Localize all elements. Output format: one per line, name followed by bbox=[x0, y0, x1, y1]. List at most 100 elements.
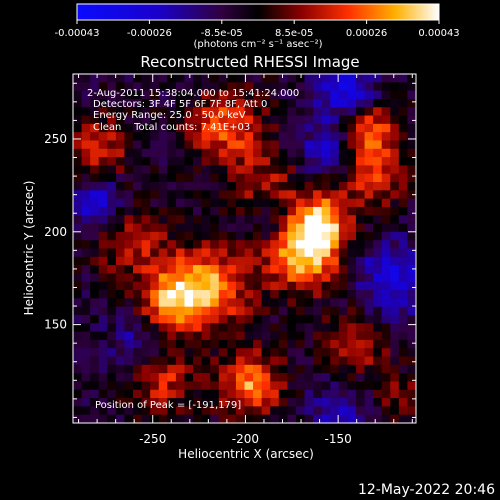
heatmap-cell bbox=[253, 414, 263, 424]
heatmap-cell bbox=[338, 132, 348, 141]
heatmap-cell bbox=[81, 198, 91, 208]
heatmap-cell bbox=[373, 107, 383, 117]
heatmap-cell bbox=[390, 306, 400, 316]
heatmap-cell bbox=[150, 323, 160, 333]
heatmap-cell bbox=[167, 98, 177, 108]
heatmap-cell bbox=[313, 115, 323, 125]
heatmap-cell bbox=[373, 248, 383, 258]
heatmap-cell bbox=[210, 364, 220, 374]
heatmap-cell bbox=[184, 373, 194, 382]
heatmap-cell bbox=[73, 123, 83, 133]
heatmap-cell bbox=[253, 248, 263, 258]
heatmap-cell bbox=[347, 182, 357, 191]
heatmap-cell bbox=[304, 256, 314, 266]
heatmap-cell bbox=[321, 90, 331, 100]
heatmap-cell bbox=[81, 90, 91, 100]
heatmap-cell bbox=[270, 231, 280, 241]
heatmap-cell bbox=[278, 273, 288, 283]
heatmap-cell bbox=[253, 165, 263, 175]
heatmap-cell bbox=[73, 314, 83, 324]
heatmap-cell bbox=[355, 356, 366, 366]
heatmap-cell bbox=[381, 74, 391, 83]
heatmap-cell bbox=[90, 173, 100, 183]
heatmap-cell bbox=[381, 373, 391, 382]
heatmap-cell bbox=[304, 140, 314, 150]
heatmap-cell bbox=[227, 123, 237, 133]
heatmap-cell bbox=[313, 248, 323, 258]
heatmap-cell bbox=[407, 90, 417, 100]
heatmap-cell bbox=[364, 115, 374, 125]
heatmap-cell bbox=[381, 148, 391, 158]
heatmap-cell bbox=[261, 373, 271, 382]
heatmap-cell bbox=[175, 273, 185, 283]
heatmap-cell bbox=[201, 115, 211, 125]
heatmap-cell bbox=[398, 82, 408, 92]
heatmap-cell bbox=[158, 323, 168, 333]
heatmap-cell bbox=[124, 281, 134, 291]
heatmap-cell bbox=[278, 132, 288, 141]
heatmap-cell bbox=[304, 414, 314, 424]
heatmap-cell bbox=[355, 373, 366, 382]
heatmap-cell bbox=[218, 190, 228, 200]
heatmap-cell bbox=[150, 281, 160, 291]
heatmap-cell bbox=[270, 90, 280, 100]
heatmap-cell bbox=[321, 281, 331, 291]
heatmap-cell bbox=[261, 82, 271, 92]
heatmap-cell bbox=[98, 298, 108, 308]
heatmap-cell bbox=[253, 223, 263, 233]
heatmap-cell bbox=[201, 215, 211, 225]
heatmap-cell bbox=[184, 182, 194, 191]
heatmap-cell bbox=[390, 148, 400, 158]
heatmap-cell bbox=[81, 123, 91, 133]
heatmap-cell bbox=[158, 82, 168, 92]
heatmap-cell bbox=[218, 364, 228, 374]
heatmap-cell bbox=[158, 331, 168, 341]
heatmap-cell bbox=[158, 314, 168, 324]
heatmap-cell bbox=[218, 182, 228, 191]
heatmap-cell bbox=[373, 148, 383, 158]
heatmap-cell bbox=[133, 107, 143, 117]
heatmap-cell bbox=[167, 348, 177, 358]
heatmap-cell bbox=[115, 306, 125, 316]
heatmap-cell bbox=[295, 398, 306, 407]
heatmap-cell bbox=[381, 173, 391, 183]
heatmap-cell bbox=[244, 74, 254, 83]
heatmap-cell bbox=[115, 82, 125, 92]
heatmap-cell bbox=[398, 364, 408, 374]
heatmap-cell bbox=[278, 381, 288, 391]
heatmap-cell bbox=[124, 173, 134, 183]
heatmap-cell bbox=[167, 323, 177, 333]
heatmap-cell bbox=[175, 107, 185, 117]
heatmap-cell bbox=[141, 331, 151, 341]
heatmap-cell bbox=[304, 132, 314, 141]
heatmap-cell bbox=[270, 306, 280, 316]
heatmap-cell bbox=[90, 348, 100, 358]
heatmap-cell bbox=[193, 206, 203, 216]
heatmap-cell bbox=[381, 273, 391, 283]
heatmap-cell bbox=[90, 265, 100, 274]
heatmap-cell bbox=[227, 98, 237, 108]
heatmap-cell bbox=[201, 173, 211, 183]
heatmap-cell bbox=[227, 165, 237, 175]
heatmap-cell bbox=[407, 115, 417, 125]
heatmap-cell bbox=[167, 364, 177, 374]
heatmap-cell bbox=[158, 348, 168, 358]
heatmap-cell bbox=[338, 198, 348, 208]
heatmap-cell bbox=[167, 389, 177, 399]
heatmap-cell bbox=[338, 148, 348, 158]
heatmap-cell bbox=[193, 373, 203, 382]
heatmap-cell bbox=[218, 256, 228, 266]
heatmap-cell bbox=[124, 223, 134, 233]
heatmap-cell bbox=[313, 406, 323, 416]
heatmap-cell bbox=[158, 381, 168, 391]
heatmap-cell bbox=[398, 348, 408, 358]
heatmap-cell bbox=[201, 82, 211, 92]
heatmap-cell bbox=[81, 339, 91, 349]
heatmap-cell bbox=[398, 107, 408, 117]
heatmap-cell bbox=[210, 256, 220, 266]
heatmap-cell bbox=[398, 182, 408, 191]
colorbar-units-label: (photons cm⁻² s⁻¹ asec⁻²) bbox=[193, 39, 322, 50]
heatmap-cell bbox=[167, 198, 177, 208]
heatmap-cell bbox=[175, 373, 185, 382]
heatmap-cell bbox=[90, 281, 100, 291]
